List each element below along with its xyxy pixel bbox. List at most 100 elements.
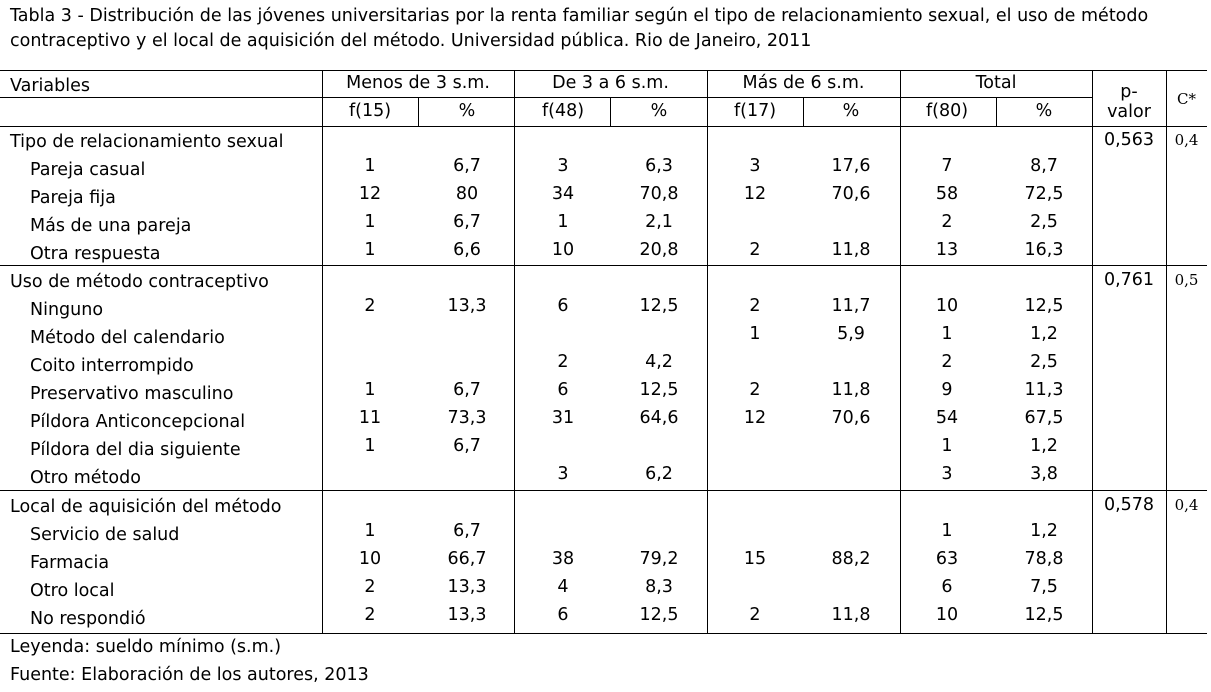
table-cell: 10 — [358, 549, 382, 569]
column-divider — [707, 70, 708, 633]
header-subcolumn: % — [458, 101, 476, 121]
table-cell: 11,8 — [831, 605, 871, 625]
data-table: Variables Menos de 3 s.m. De 3 a 6 s.m. Más… — [0, 70, 1207, 634]
section-title: Tipo de relacionamiento sexual — [10, 132, 284, 152]
table-cell: 1 — [749, 324, 761, 344]
table-cell: 54 — [935, 408, 959, 428]
row-label: Otro método — [30, 468, 141, 488]
table-cell: 11 — [358, 408, 382, 428]
header-group: Menos de 3 s.m. — [346, 73, 490, 93]
p-value: 0,578 — [1103, 495, 1155, 515]
table-cell: 70,6 — [831, 184, 871, 204]
table-cell: 3 — [749, 156, 761, 176]
column-divider — [1092, 70, 1093, 633]
table-cell: 1 — [364, 521, 376, 541]
table-cell: 4 — [557, 577, 569, 597]
table-cell: 73,3 — [447, 408, 487, 428]
row-label: Farmacia — [30, 553, 110, 573]
table-cell: 3 — [941, 464, 953, 484]
header-subcolumn: % — [1035, 101, 1053, 121]
table-cell: 16,3 — [1024, 240, 1064, 260]
table-cell: 8,7 — [1030, 156, 1058, 176]
table-cell: 2 — [557, 352, 569, 372]
table-cell: 8,3 — [645, 577, 673, 597]
row-label: Píldora del dia siguiente — [30, 440, 241, 460]
c-coefficient: 0,4 — [1174, 496, 1199, 514]
section-title: Uso de método contraceptivo — [10, 272, 269, 292]
table-cell: 6,6 — [453, 240, 481, 260]
table-cell: 1 — [557, 212, 569, 232]
column-divider — [1166, 70, 1167, 633]
table-cell: 1 — [364, 436, 376, 456]
table-cell: 2 — [749, 240, 761, 260]
table-cell: 72,5 — [1024, 184, 1064, 204]
table-cell: 1,2 — [1030, 436, 1058, 456]
table-cell: 11,7 — [831, 296, 871, 316]
table-cell: 67,5 — [1024, 408, 1064, 428]
table-cell: 80 — [455, 184, 479, 204]
table-cell: 34 — [551, 184, 575, 204]
table-cell: 70,8 — [639, 184, 679, 204]
table-cell: 15 — [743, 549, 767, 569]
table-cell: 12,5 — [639, 605, 679, 625]
column-divider — [900, 70, 901, 633]
table-cell: 1,2 — [1030, 324, 1058, 344]
table-cell: 11,8 — [831, 380, 871, 400]
header-bottom-rule — [0, 126, 1207, 127]
table-cell: 13,3 — [447, 577, 487, 597]
table-cell: 2 — [941, 352, 953, 372]
subcolumn-divider — [610, 97, 611, 126]
header-subcolumn: % — [650, 101, 668, 121]
header-subcolumn: f(80) — [925, 101, 969, 121]
header-group: Total — [975, 73, 1017, 93]
table-cell: 9 — [941, 380, 953, 400]
column-divider — [514, 70, 515, 633]
header-rule-mask — [1093, 96, 1207, 99]
header-c-coefficient: C* — [1177, 90, 1196, 108]
p-value: 0,563 — [1103, 130, 1155, 150]
section-title: Local de aquisición del método — [10, 497, 282, 517]
table-cell: 6 — [941, 577, 953, 597]
table-cell: 70,6 — [831, 408, 871, 428]
header-subcolumn: f(17) — [733, 101, 777, 121]
table-cell: 10 — [935, 296, 959, 316]
column-divider — [322, 70, 323, 633]
table-cell: 13,3 — [447, 296, 487, 316]
table-cell: 63 — [935, 549, 959, 569]
table-cell: 1 — [364, 380, 376, 400]
table-cell: 5,9 — [837, 324, 865, 344]
table-cell: 3 — [557, 464, 569, 484]
group-header-rule — [0, 97, 1207, 98]
table-cell: 6,7 — [453, 156, 481, 176]
table-cell: 31 — [551, 408, 575, 428]
row-label: Pareja casual — [30, 160, 146, 180]
table-cell: 6,7 — [453, 380, 481, 400]
table-cell: 20,8 — [639, 240, 679, 260]
table-cell: 2,1 — [645, 212, 673, 232]
table-cell: 3 — [557, 156, 569, 176]
table-cell: 10 — [551, 240, 575, 260]
table-cell: 6,7 — [453, 212, 481, 232]
table-cell: 1 — [941, 521, 953, 541]
row-label: Otro local — [30, 581, 115, 601]
table-cell: 58 — [935, 184, 959, 204]
table-cell: 2 — [749, 380, 761, 400]
table-cell: 1 — [941, 436, 953, 456]
header-pvalue: p- — [1120, 82, 1138, 102]
table-cell: 12 — [743, 408, 767, 428]
row-label: Método del calendario — [30, 328, 225, 348]
table-cell: 1,2 — [1030, 521, 1058, 541]
table-cell: 4,2 — [645, 352, 673, 372]
table-cell: 11,8 — [831, 240, 871, 260]
row-label: Píldora Anticoncepcional — [30, 412, 246, 432]
table-cell: 2 — [749, 605, 761, 625]
table-cell: 2 — [749, 296, 761, 316]
table-cell: 12 — [743, 184, 767, 204]
table-cell: 2,5 — [1030, 352, 1058, 372]
table-cell: 1 — [364, 156, 376, 176]
table-cell: 2,5 — [1030, 212, 1058, 232]
subcolumn-divider — [803, 97, 804, 126]
table-cell: 6 — [557, 380, 569, 400]
table-top-rule — [0, 70, 1207, 71]
table-cell: 1 — [364, 212, 376, 232]
